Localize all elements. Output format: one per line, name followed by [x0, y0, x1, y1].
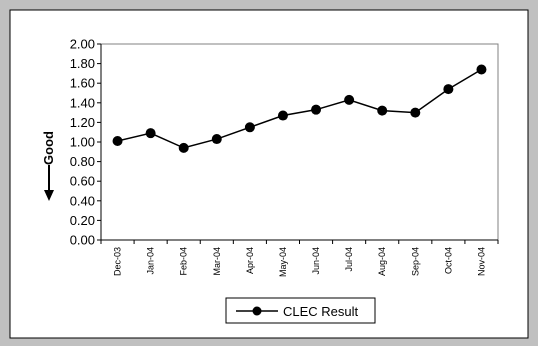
- y-tick-label: 1.60: [70, 76, 95, 91]
- data-point: [344, 94, 355, 105]
- data-point: [211, 134, 222, 145]
- y-tick-label: 0.20: [70, 213, 95, 228]
- y-tick-label: 0.60: [70, 174, 95, 189]
- y-axis-label: Good: [41, 131, 56, 165]
- data-point: [244, 122, 255, 133]
- x-tick-label: Oct-04: [443, 247, 453, 274]
- x-tick-label: Jan-04: [146, 247, 156, 275]
- legend: CLEC Result: [225, 297, 376, 324]
- data-point: [311, 104, 322, 115]
- y-axis-ticks: 0.00 0.20 0.40 0.60 0.80 1.00 1.20 1.40 1.60 1.80…: [70, 37, 101, 248]
- legend-label: CLEC Result: [283, 304, 359, 319]
- series-layer: [112, 64, 487, 153]
- y-tick-label: 0.80: [70, 154, 95, 169]
- y-axis-label-group: Good: [41, 131, 56, 201]
- y-tick-label: 1.20: [70, 115, 95, 130]
- y-tick-label: 2.00: [70, 37, 95, 52]
- plot-area: [100, 43, 499, 241]
- data-point: [277, 110, 288, 121]
- data-point: [410, 107, 421, 118]
- data-point: [178, 142, 189, 153]
- data-point: [443, 84, 454, 95]
- y-tick-label: 0.00: [70, 233, 95, 248]
- y-tick-label: 0.40: [70, 193, 95, 208]
- x-tick-label: Sep-04: [410, 247, 420, 276]
- down-arrow-head-icon: [44, 190, 54, 201]
- x-tick-label: Aug-04: [377, 247, 387, 276]
- y-tick-label: 1.00: [70, 135, 95, 150]
- x-tick-label: Dec-03: [113, 247, 123, 276]
- x-tick-label: Feb-04: [179, 247, 189, 276]
- data-point: [476, 64, 487, 75]
- x-tick-label: Jul-04: [344, 247, 354, 272]
- data-point: [145, 128, 156, 139]
- y-tick-label: 1.80: [70, 56, 95, 71]
- y-tick-label: 1.40: [70, 95, 95, 110]
- series-line: [117, 68, 482, 149]
- x-tick-label: Jun-04: [311, 247, 321, 275]
- x-tick-label: Mar-04: [212, 247, 222, 276]
- x-tick-label: Nov-04: [476, 247, 486, 276]
- data-point: [377, 105, 388, 116]
- x-tick-label: Apr-04: [245, 247, 255, 274]
- x-axis-ticks: Dec-03 Jan-04 Feb-04 Mar-04 Apr-04 May-04 Jun-…: [100, 240, 499, 277]
- data-point: [112, 136, 123, 147]
- legend-marker: [252, 306, 262, 316]
- x-tick-label: May-04: [278, 247, 288, 277]
